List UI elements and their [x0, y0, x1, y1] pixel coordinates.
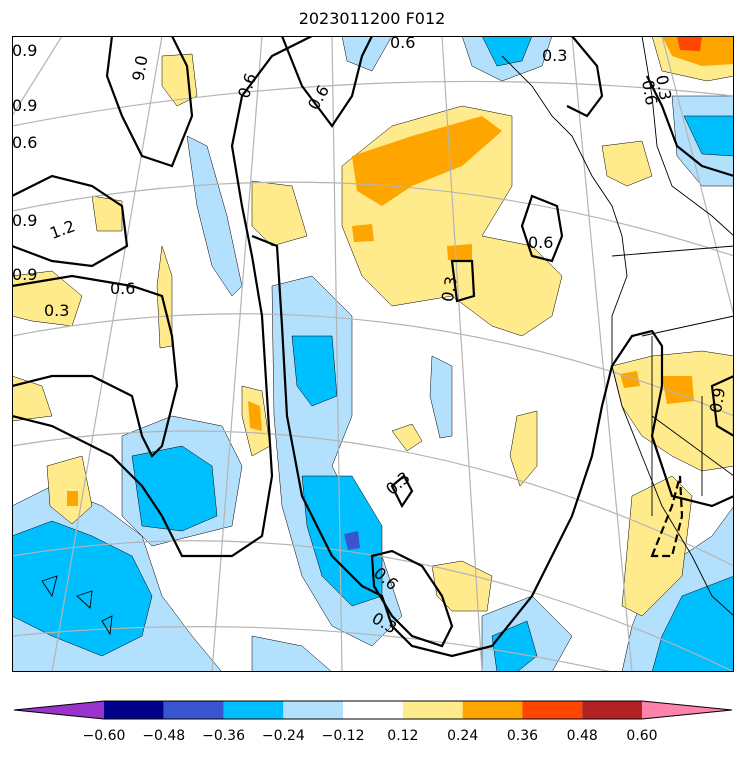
- colorbar-tick-label: 0.36: [506, 728, 539, 744]
- fill-negative-moderate: [12, 520, 153, 657]
- colorbar-bin: [283, 701, 344, 719]
- contour-label: 0.6: [110, 279, 135, 298]
- map-title: 2023011200 F012: [298, 9, 446, 28]
- anomaly-fill-layer: [12, 36, 734, 672]
- fill-negative-weak: [186, 135, 243, 297]
- colorbar-bin: [462, 701, 523, 719]
- fill-negative-moderate: [491, 620, 538, 672]
- fill-positive-moderate: [352, 116, 502, 206]
- colorbar-tick-labels: −0.60 −0.48 −0.36 −0.24 −0.12 0.12 0.24 0.36 0.4…: [0, 728, 744, 748]
- contour-label: 0.3: [652, 73, 675, 101]
- fill-negative-moderate: [481, 36, 533, 67]
- contour-label: 0.9: [706, 386, 729, 414]
- colorbar-tick-label: 0.60: [626, 728, 658, 744]
- colorbar-bin: [223, 701, 284, 719]
- colorbar-bin: [582, 701, 642, 719]
- fill-negative-weak: [251, 635, 333, 672]
- colorbar-svg: [13, 700, 733, 720]
- colorbar-tick-label: 0.12: [387, 728, 419, 744]
- contour-label: 0.9: [12, 211, 37, 230]
- colorbar-bin: [104, 701, 164, 719]
- colorbar-tick-label: −0.36: [202, 728, 245, 744]
- fill-negative-moderate: [291, 335, 338, 407]
- contour-label: 0.6: [12, 133, 37, 152]
- fill-positive-weak: [91, 195, 123, 232]
- map-canvas: 0.9 9.0 0.6 0.3 0.6 0.6 0.3 0.9 0.6 0.9 …: [12, 36, 734, 672]
- fill-positive-moderate: [447, 244, 472, 260]
- contour-label: 0.9: [12, 41, 37, 60]
- colorbar-bin: [163, 701, 224, 719]
- map-panel: 0.9 9.0 0.6 0.3 0.6 0.6 0.3 0.9 0.6 0.9 …: [12, 36, 734, 672]
- colorbar-bin: [522, 701, 583, 719]
- fill-negative-moderate: [301, 475, 383, 607]
- fill-positive-weak: [621, 475, 693, 617]
- colorbar-tick-label: −0.60: [82, 728, 126, 744]
- colorbar-tick-label: 0.24: [447, 728, 479, 744]
- fill-negative-moderate: [131, 445, 218, 532]
- colorbar-outline: [13, 700, 733, 720]
- fill-negative-moderate: [651, 575, 734, 672]
- colorbar-bin: [343, 701, 403, 719]
- contour-lines: [12, 36, 734, 658]
- fill-positive-weak: [391, 423, 423, 452]
- colorbar-tick-label: −0.12: [321, 728, 365, 744]
- contour-label: 0.6: [528, 233, 553, 252]
- colorbar-bin: [14, 701, 104, 719]
- graticule-lines: [12, 36, 734, 672]
- contour-label: 0.3: [438, 275, 461, 303]
- coastline: [41, 36, 734, 636]
- fill-negative-weak: [429, 355, 453, 439]
- contour-label: 9.0: [128, 54, 151, 82]
- fill-positive-weak: [12, 375, 53, 422]
- colorbar-tick-label: 0.48: [566, 728, 598, 744]
- fill-negative-weak: [341, 36, 393, 72]
- fill-positive-moderate: [248, 401, 262, 431]
- fill-positive-weak: [161, 53, 198, 107]
- colorbar: [12, 700, 734, 720]
- colorbar-bin: [642, 701, 732, 719]
- fill-negative-strong: [344, 531, 360, 550]
- contour-label: 0.3: [44, 301, 69, 320]
- map-frame: [12, 36, 734, 672]
- fill-positive-moderate: [352, 224, 374, 242]
- fill-positive-weak: [509, 410, 538, 487]
- colorbar-bin: [402, 701, 463, 719]
- fill-positive-weak: [251, 180, 308, 247]
- fill-positive-strong: [677, 36, 702, 51]
- contour-label: 0.3: [542, 46, 567, 65]
- fill-positive-weak: [601, 140, 653, 187]
- contour-label: 0.6: [390, 36, 415, 52]
- colorbar-tick-label: −0.48: [142, 728, 186, 744]
- fill-negative-moderate: [683, 115, 734, 157]
- colorbar-tick-label: −0.24: [261, 728, 305, 744]
- contour-label: 0.6: [638, 78, 661, 106]
- contour-label: 0.9: [12, 265, 37, 284]
- fill-positive-moderate: [67, 491, 78, 506]
- contour-label: 0.9: [12, 96, 37, 115]
